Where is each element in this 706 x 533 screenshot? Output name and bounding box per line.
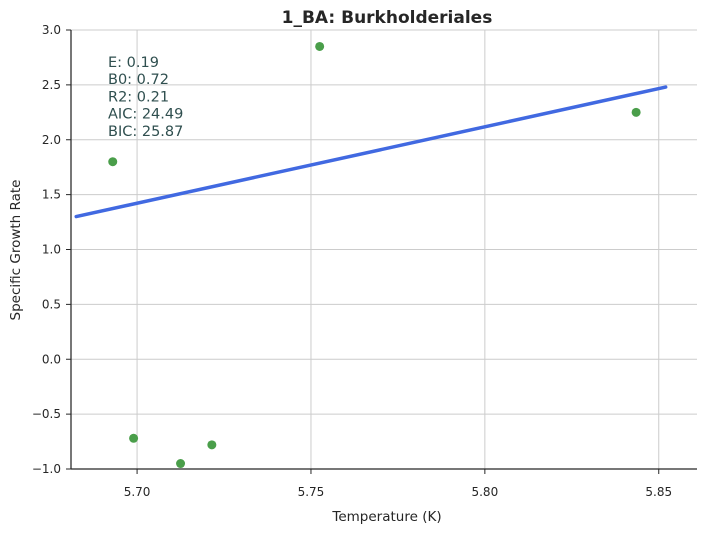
y-tick-label: 0.5 xyxy=(42,297,61,311)
x-axis-label: Temperature (K) xyxy=(331,509,441,525)
y-tick-label: 0.0 xyxy=(42,352,61,366)
y-tick-label: 3.0 xyxy=(42,23,61,37)
data-point xyxy=(315,41,325,51)
stat-line: B0: 0.72 xyxy=(108,72,169,88)
y-ticks: −1.0 −0.5 0.0 0.5 1.0 1.5 2.0 2.5 3.0 xyxy=(32,23,71,476)
x-ticks: 5.70 5.75 5.80 5.85 xyxy=(124,469,672,499)
stat-line: R2: 0.21 xyxy=(108,89,169,105)
data-point xyxy=(176,459,186,469)
y-tick-label: −0.5 xyxy=(32,407,61,421)
stat-line: BIC: 25.87 xyxy=(108,124,183,140)
x-tick-label: 5.80 xyxy=(471,485,498,499)
stat-line: E: 0.19 xyxy=(108,55,159,71)
x-tick-label: 5.85 xyxy=(645,485,672,499)
y-tick-label: 2.5 xyxy=(42,78,61,92)
x-tick-label: 5.75 xyxy=(298,485,325,499)
x-tick-label: 5.70 xyxy=(124,485,151,499)
chart-title: 1_BA: Burkholderiales xyxy=(282,8,493,28)
series xyxy=(74,41,668,469)
data-point xyxy=(631,107,641,117)
data-point xyxy=(108,157,118,167)
data-point xyxy=(129,433,139,443)
y-tick-label: 2.0 xyxy=(42,133,61,147)
stat-line: AIC: 24.49 xyxy=(108,107,183,123)
fit-line xyxy=(74,85,668,219)
y-axis-label: Specific Growth Rate xyxy=(8,180,24,321)
data-point xyxy=(207,440,217,450)
y-tick-label: −1.0 xyxy=(32,462,61,476)
y-tick-label: 1.0 xyxy=(42,243,61,257)
y-tick-label: 1.5 xyxy=(42,188,61,202)
